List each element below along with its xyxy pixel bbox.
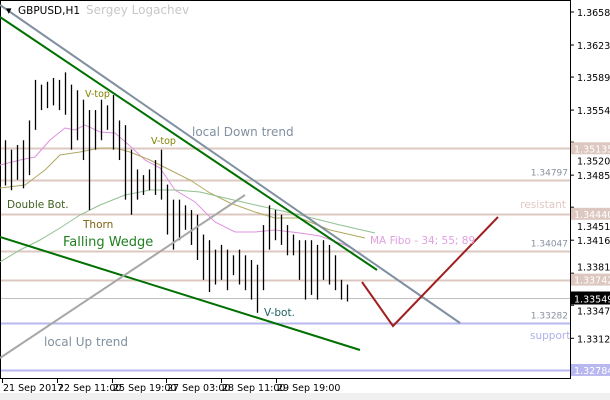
chart-frame: [0, 0, 571, 379]
y-tick-label: 1.34850: [577, 171, 610, 182]
y-tick-label: 1.33470: [577, 307, 610, 318]
down-trend-label: local Down trend: [192, 125, 294, 139]
y-tick-label: 1.35200: [577, 156, 610, 167]
x-tick-label: 25 Sep 19:00: [113, 383, 176, 394]
x-tick-label: 22 Sep 11:00: [58, 383, 121, 394]
level-price-label: 1.34047: [531, 240, 568, 250]
x-tick-label: 28 Sep 11:00: [222, 383, 285, 394]
thorn-label: Thorn: [82, 219, 113, 231]
y-tick-label: 1.34510: [577, 222, 610, 233]
wedge-lower-line: [0, 236, 361, 351]
v-top-label: V-top: [85, 89, 110, 100]
falling-wedge-label: Falling Wedge: [63, 235, 153, 250]
level-price-label: 1.33282: [531, 312, 568, 322]
bottom-scroll-area[interactable]: [0, 393, 610, 400]
symbol-label: GBPUSD,H1: [18, 5, 80, 17]
level-price-label: 1.34797: [531, 169, 568, 179]
y-tick-label: 1.35540: [577, 106, 610, 117]
level-price-badge: [571, 363, 610, 376]
author-label: Sergey Logachev: [86, 3, 189, 17]
y-tick-label: 1.35890: [577, 73, 610, 84]
resistant-label: resistant: [520, 199, 566, 211]
forecast-path: [361, 216, 499, 328]
wedge-upper-line: [0, 16, 378, 271]
support-label: support: [530, 330, 570, 342]
collapse-arrow-icon[interactable]: ▾: [6, 4, 12, 17]
current-price-text: 1.33549: [574, 295, 610, 306]
level-price-badge-text: 1.35135: [574, 144, 610, 155]
level-price-badge: [571, 273, 610, 286]
y-tick-label: 1.33120: [577, 334, 610, 345]
v-top-label: V-top: [151, 136, 176, 147]
y-tick-label: 1.36230: [577, 41, 610, 52]
x-tick-label: 21 Sep 2017: [3, 383, 63, 394]
local-up-trend-line: [0, 194, 246, 359]
up-trend-label: local Up trend: [44, 335, 128, 349]
double-bottom-label: Double Bot.: [7, 199, 69, 211]
level-price-badge: [571, 207, 610, 220]
level-price-badge: [571, 142, 610, 155]
level-price-badge-text: 1.33742: [574, 276, 610, 287]
y-tick-label: 1.36580: [577, 8, 610, 19]
current-price-badge: [571, 291, 610, 305]
ma-fibo-label: MA Fibo - 34; 55; 89: [370, 235, 475, 247]
y-tick-label: 1.34160: [577, 236, 610, 247]
level-price-badge-text: 1.32784: [574, 366, 610, 377]
x-tick-label: 29 Sep 19:00: [277, 383, 340, 394]
ma-55-line: [0, 147, 366, 239]
x-tick-label: 27 Sep 03:00: [167, 383, 230, 394]
v-bottom-label: V-bot.: [264, 307, 295, 319]
y-tick-label: 1.33810: [577, 263, 610, 274]
level-price-badge-text: 1.34440: [574, 210, 610, 221]
local-down-trend-line: [0, 4, 461, 324]
